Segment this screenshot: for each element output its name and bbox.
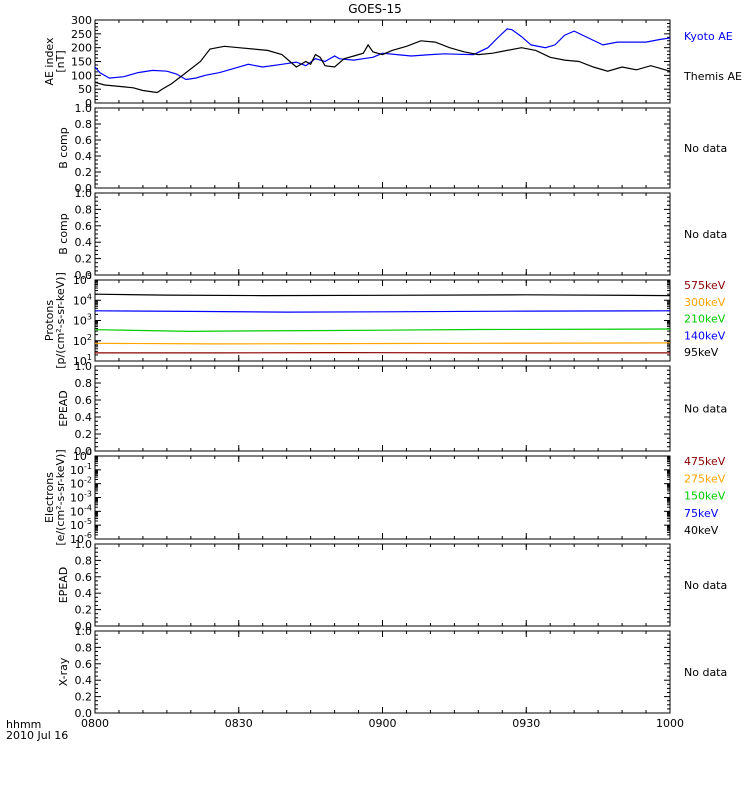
- legend-entry: 75keV: [684, 507, 719, 520]
- x-tick-label: 0830: [225, 717, 253, 730]
- legend-entry: 95keV: [684, 346, 719, 359]
- series-line-140kev: [95, 311, 670, 312]
- y-axis-label: X-ray: [57, 657, 70, 686]
- panel-frame: [95, 20, 670, 103]
- y-tick-label: 10-3: [70, 490, 92, 505]
- y-tick-label: 0.4: [75, 150, 93, 163]
- y-tick-label: 0.4: [75, 411, 93, 424]
- y-tick-label: 100: [73, 448, 92, 463]
- y-tick-label: 0.6: [75, 394, 93, 407]
- panel-electrons: Electrons[e/(cm²-s-sr-keV)]475keV275keV1…: [43, 449, 726, 545]
- y-tick-label: 10-5: [70, 517, 92, 532]
- y-tick-label: 10-1: [70, 462, 92, 477]
- panel-frame: [95, 193, 670, 275]
- panel-protons: Protons[p/(cm²-s-sr-keV)]575keV300keV210…: [43, 272, 726, 369]
- legend-entry: 475keV: [684, 455, 726, 468]
- y-tick-label: 0.8: [75, 554, 93, 567]
- y-tick-label: 0.8: [75, 118, 93, 131]
- y-tick-label: 250: [71, 28, 92, 41]
- y-tick-label: 100: [71, 69, 92, 82]
- y-tick-label: 0.8: [75, 377, 93, 390]
- plot-title: GOES-15: [0, 2, 750, 16]
- y-tick-label: 0.2: [75, 253, 93, 266]
- series-line-95kev: [95, 294, 670, 295]
- panel-frame: [95, 366, 670, 451]
- legend-entry: 150keV: [684, 490, 726, 503]
- panel-frame: [95, 631, 670, 713]
- y-tick-label: 0.2: [75, 691, 93, 704]
- y-tick-label: 104: [73, 292, 92, 307]
- no-data-note: No data: [684, 228, 727, 241]
- y-tick-label: 50: [78, 83, 92, 96]
- legend-entry: 300keV: [684, 296, 726, 309]
- y-tick-label: 1.0: [75, 625, 93, 638]
- no-data-note: No data: [684, 142, 727, 155]
- y-tick-label: 0.6: [75, 134, 93, 147]
- y-tick-label: 105: [73, 272, 92, 287]
- y-tick-label: 0.2: [75, 428, 93, 441]
- y-tick-label: 0.4: [75, 236, 93, 249]
- y-tick-label: 0.4: [75, 674, 93, 687]
- y-tick-label: 0.8: [75, 203, 93, 216]
- series-line-210kev: [95, 329, 670, 331]
- y-tick-label: 150: [71, 56, 92, 69]
- no-data-note: No data: [684, 666, 727, 679]
- series-line-300kev: [95, 343, 670, 344]
- y-tick-label: 1.0: [75, 187, 93, 200]
- x-tick-label: 0800: [81, 717, 109, 730]
- y-tick-label: 10-2: [70, 476, 92, 491]
- x-tick-label: 0900: [369, 717, 397, 730]
- y-tick-label: 0.2: [75, 166, 93, 179]
- no-data-note: No data: [684, 403, 727, 416]
- date-label: 2010 Jul 16: [6, 730, 68, 741]
- legend-entry: Themis AE: [683, 70, 742, 83]
- no-data-note: No data: [684, 579, 727, 592]
- y-tick-label: 1.0: [75, 102, 93, 115]
- x-tick-label: 0930: [512, 717, 540, 730]
- y-tick-label: 1.0: [75, 538, 93, 551]
- panel-frame: [95, 280, 670, 361]
- legend-entry: 140keV: [684, 329, 726, 342]
- legend-entry: 575keV: [684, 279, 726, 292]
- legend-entry: 210keV: [684, 313, 726, 326]
- x-tick-label: 1000: [656, 717, 684, 730]
- y-tick-label: 0.4: [75, 587, 93, 600]
- y-tick-label: 0.2: [75, 604, 93, 617]
- y-tick-label: 10-4: [70, 503, 92, 518]
- y-tick-label: 102: [73, 333, 92, 348]
- y-axis-label: EPEAD: [57, 567, 70, 604]
- y-axis-units: [nT]: [54, 50, 67, 72]
- y-axis-label: B comp: [57, 213, 70, 255]
- y-tick-label: 103: [73, 313, 92, 328]
- y-axis-label: EPEAD: [57, 390, 70, 427]
- legend-entry: 40keV: [684, 524, 719, 537]
- series-line-themis-ae: [95, 41, 670, 93]
- legend-entry: 275keV: [684, 472, 726, 485]
- y-tick-label: 0.8: [75, 641, 93, 654]
- y-tick-label: 200: [71, 42, 92, 55]
- y-tick-label: 0.6: [75, 571, 93, 584]
- y-axis-units: [e/(cm²-s-sr-keV)]: [54, 449, 67, 545]
- y-axis-units: [p/(cm²-s-sr-keV)]: [54, 272, 67, 369]
- y-tick-label: 0.6: [75, 220, 93, 233]
- y-tick-label: 0.6: [75, 658, 93, 671]
- y-axis-label: B comp: [57, 127, 70, 169]
- panel-frame: [95, 544, 670, 626]
- y-tick-label: 1.0: [75, 360, 93, 373]
- panel-frame: [95, 108, 670, 188]
- panel-frame: [95, 456, 670, 539]
- legend-entry: Kyoto AE: [684, 30, 733, 43]
